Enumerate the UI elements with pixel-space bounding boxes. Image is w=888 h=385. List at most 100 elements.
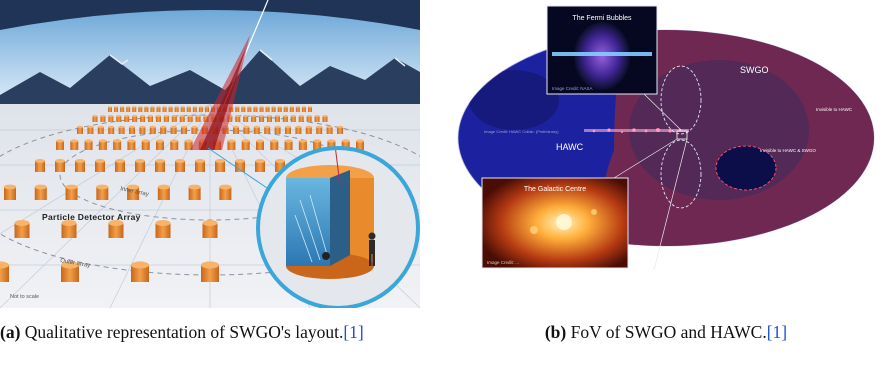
detector-tank — [233, 125, 239, 134]
detector-tank — [108, 125, 115, 134]
inner-array-label: Inner array — [120, 186, 150, 198]
detector-tank — [97, 125, 104, 134]
detector-tank — [108, 220, 124, 238]
detector-tank — [35, 159, 45, 172]
detector-tank — [127, 184, 140, 200]
detector-tank — [253, 125, 260, 134]
detector-tank — [96, 184, 109, 200]
detector-tank — [131, 261, 149, 282]
detector-tank — [356, 139, 364, 150]
detector-tank — [241, 139, 250, 150]
detector-tank — [4, 184, 16, 200]
detector-tank — [264, 125, 271, 134]
invisible-both-label: Invisible to HAWC & SWGO — [760, 148, 816, 153]
detector-tank — [179, 115, 185, 122]
detector-tank — [275, 159, 285, 172]
detector-tank — [251, 115, 257, 122]
detector-tank — [253, 106, 258, 112]
detector-tank — [148, 115, 154, 122]
detector-tank — [341, 139, 350, 150]
detector-tank — [274, 125, 281, 134]
detector-tank — [271, 106, 276, 112]
detector-tank — [56, 139, 64, 150]
gc-credit: Image Credit: ... — [487, 260, 519, 265]
detector-tank — [181, 125, 187, 134]
detector-tank — [87, 125, 94, 134]
detector-tank — [180, 106, 185, 112]
caption-a: (a) Qualitative representation of SWGO's… — [0, 320, 422, 345]
caption-a-ref[interactable]: [1] — [343, 322, 364, 342]
detector-tank — [314, 115, 320, 122]
detector-tank — [203, 115, 209, 122]
galactic-centre-inset: The Galactic Centre Image Credit: ... — [481, 177, 629, 269]
hawc-region-label: HAWC — [556, 142, 584, 152]
detector-tank — [202, 220, 218, 238]
detector-tank — [227, 139, 236, 150]
caption-b-tag: (b) — [544, 322, 567, 342]
detector-tank — [150, 106, 155, 112]
detector-tank — [77, 125, 83, 134]
hawc-credit: Image Credit: HAWC Collab. (Preliminary) — [484, 129, 559, 134]
detector-tank — [301, 106, 306, 112]
detector-tank — [168, 106, 173, 112]
detector-tank — [192, 106, 197, 112]
detector-tank — [235, 106, 240, 112]
detector-tank — [295, 106, 300, 112]
detector-tank — [126, 106, 131, 112]
detector-tank — [187, 115, 193, 122]
detector-tank — [266, 115, 272, 122]
detector-tank — [160, 125, 167, 134]
detector-tank — [174, 106, 179, 112]
detector-tank — [188, 184, 201, 200]
detector-tank — [84, 139, 93, 150]
detector-tank — [219, 184, 232, 200]
detector-tank — [241, 106, 246, 112]
detector-tank — [127, 139, 136, 150]
detector-tank — [322, 115, 328, 122]
detector-tank — [61, 261, 79, 282]
detector-tank — [247, 106, 252, 112]
detector-tank — [305, 125, 312, 134]
swgo-region-label: SWGO — [740, 65, 769, 75]
detector-tank — [215, 159, 225, 172]
caption-b-text: FoV of SWGO and HAWC. — [566, 322, 767, 342]
detector-tank — [198, 106, 203, 112]
detector-tank — [114, 106, 119, 112]
detector-tank — [138, 106, 143, 112]
detector-tank — [195, 115, 201, 122]
detector-tank — [149, 125, 156, 134]
invisible-hawc-label: Invisible to HAWC — [816, 107, 853, 112]
detector-tank — [259, 106, 264, 112]
detector-tank — [243, 125, 250, 134]
detector-tank — [259, 115, 265, 122]
detector-tank — [162, 106, 167, 112]
detector-tank — [141, 139, 150, 150]
detector-tank — [135, 159, 145, 172]
caption-a-tag: (a) — [0, 322, 21, 342]
detector-tank — [0, 261, 9, 282]
detector-tank — [270, 139, 279, 150]
swgo-layout-illustration: Particle Detector Array Inner array Oute… — [0, 0, 420, 308]
detector-tank — [274, 115, 280, 122]
detector-tank — [92, 115, 98, 122]
detector-tank — [284, 139, 293, 150]
figure-b-image: SWGO HAWC Invisible to HAWC Invisible to… — [444, 0, 888, 308]
detector-tank — [95, 159, 105, 172]
detector-tank — [140, 115, 146, 122]
detector-tank — [265, 106, 270, 112]
detector-tank — [171, 115, 177, 122]
detector-tank — [204, 106, 209, 112]
detector-tank — [155, 115, 161, 122]
detector-tank — [155, 159, 165, 172]
caption-b-ref[interactable]: [1] — [766, 322, 788, 342]
detector-tank — [156, 139, 164, 150]
detector-tank — [235, 115, 241, 122]
detector-tank — [235, 159, 245, 172]
detector-tank — [108, 106, 112, 112]
detector-tank — [298, 139, 307, 150]
detector-tank — [163, 115, 169, 122]
detector-tank — [285, 125, 291, 134]
detector-tank — [306, 115, 312, 122]
air-shower — [190, 0, 269, 151]
detector-tank — [116, 115, 122, 122]
